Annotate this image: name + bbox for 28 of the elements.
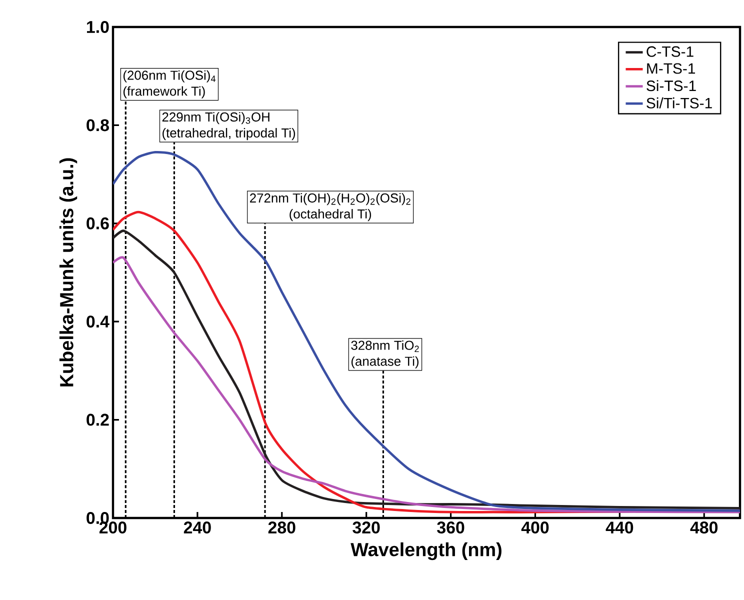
x-tick-label: 240	[184, 522, 211, 534]
legend-label: C-TS-1	[646, 46, 694, 57]
legend-label: Si/Ti-TS-1	[646, 97, 712, 108]
y-tick-label: 0.2	[86, 414, 109, 426]
line-series	[113, 151, 740, 512]
x-axis-title: Wavelength (nm)	[350, 542, 502, 560]
x-tick-label: 480	[690, 522, 718, 534]
legend-label: M-TS-1	[647, 63, 696, 74]
y-axis-title: Kubelka-Munk units (a.u.)	[59, 158, 78, 386]
x-tick-label: 280	[268, 522, 296, 534]
x-tick-label: 440	[606, 522, 634, 534]
y-tick-label: 0.8	[86, 119, 109, 132]
annotation: (tetrahedral, tripodal Ti)	[162, 128, 296, 140]
x-tick-label: 320	[352, 522, 380, 534]
annotation: (anatase Ti)	[351, 356, 419, 368]
y-tick-label: 1.0	[87, 20, 109, 33]
ref-line-label: 229nm Ti(OSi)$_{3}$OH	[162, 112, 270, 124]
ref-line-label: 328nm TiO$_{2}$	[351, 340, 419, 352]
annotation: (octahedral Ti)	[290, 209, 372, 222]
ref-line-label: 272nm Ti(OH)$_{2}$(H$_{2}$O)$_{2}$(OSi)$_{2}$	[250, 193, 410, 206]
x-tick-label: 200	[99, 522, 126, 534]
y-tick-label: 0.4	[86, 316, 110, 328]
x-tick-label: 400	[521, 522, 549, 534]
x-tick-label: 360	[437, 522, 464, 534]
annotation: (framework Ti)	[123, 86, 205, 98]
ref-line-label: (206nm Ti(OSi)$_{4}$	[123, 70, 216, 82]
y-tick-label: 0.6	[86, 217, 109, 230]
legend-label: Si-TS-1	[646, 80, 696, 92]
